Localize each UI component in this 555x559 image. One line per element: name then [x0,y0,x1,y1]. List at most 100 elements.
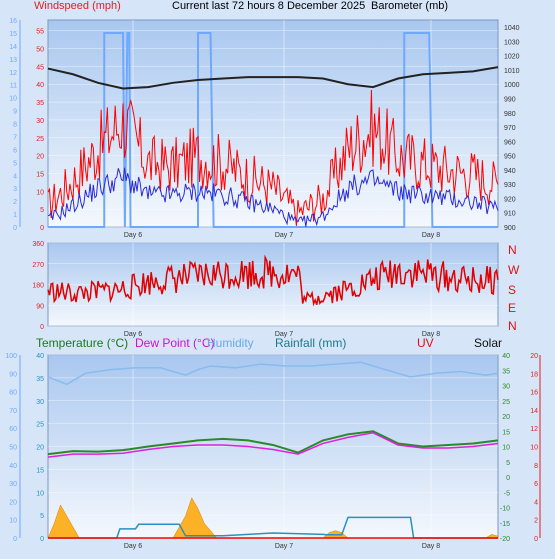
compass-s: S [508,283,517,297]
windspeed-axis-label: Windspeed (mph) [34,0,121,12]
compass-n-bottom: N [508,319,517,333]
uv-legend: UV [417,336,434,350]
compass-n-top: N [508,243,517,257]
barometer-tick-label: 1000 [504,82,520,89]
temperature-tick-label: -10 [500,506,510,513]
hours-tick-label: 6 [13,147,17,154]
solar-legend: Solar [474,336,503,350]
barometer-tick-label: 920 [504,196,516,203]
humidity-tick-label: 90 [9,371,17,378]
humidity-tick-label: 70 [9,408,17,415]
direction-tick-label: 0 [40,324,44,331]
wind-tick-label: 10 [36,189,44,196]
barometer-tick-label: 900 [504,225,516,232]
dew-point-line [47,431,499,458]
barometer-tick-label: 990 [504,97,516,104]
temperature-tick-label: -15 [500,521,510,528]
rainfall-legend: Rainfall (mm) [275,336,347,350]
temperature-tick-label: -5 [504,490,510,497]
humidity-tick-label: 60 [9,426,17,433]
hours-tick-label: 12 [9,70,17,77]
barometer-axis-label: Barometer (mb) [371,0,449,12]
wind-tick-label: 20 [36,154,44,161]
temperature-tick-label: 10 [502,445,510,452]
humidity-tick-label: 0 [13,536,17,543]
uv-tick-label: 10 [530,445,538,452]
temperature-tick-label: 0 [506,475,510,482]
hours-tick-label: 15 [9,31,17,38]
solar-clock-line [48,31,498,228]
rainfall-tick-label: 25 [36,422,44,429]
temperature-tick-label: 20 [502,414,510,421]
hours-tick-label: 10 [9,96,17,103]
uv-tick-label: 14 [530,408,538,415]
direction-tick-label: 180 [32,283,44,290]
rainfall-tick-label: 40 [36,353,44,360]
day-tick-label: Day 6 [124,543,142,550]
wind-tick-label: 40 [36,82,44,89]
rainfall-tick-label: 5 [40,513,44,520]
barometer-tick-label: 910 [504,211,516,218]
rainfall-line [48,516,498,539]
temperature-tick-label: 25 [502,399,510,406]
rainfall-tick-label: 35 [36,376,44,383]
hours-tick-label: 7 [13,134,17,141]
humidity-tick-label: 30 [9,481,17,488]
day-tick-label: Day 8 [422,232,440,239]
temperature-tick-label: -20 [500,536,510,543]
barometer-tick-label: 950 [504,154,516,161]
rainfall-tick-label: 15 [36,467,44,474]
day-tick-label: Day 6 [124,331,142,338]
barometer-tick-label: 1010 [504,68,520,75]
temperature-tick-label: 15 [502,429,510,436]
rainfall-tick-label: 30 [36,399,44,406]
barometer-tick-label: 980 [504,111,516,118]
barometer-tick-label: 930 [504,182,516,189]
hours-tick-label: 8 [13,122,17,129]
wind-tick-label: 45 [36,64,44,71]
chart-title: Current last 72 hours 8 December 2025 [172,0,366,12]
barometer-tick-label: 960 [504,139,516,146]
barometer-tick-label: 970 [504,125,516,132]
humidity-legend: Humidity [207,336,254,350]
uv-tick-label: 4 [534,499,538,506]
humidity-line [47,361,499,386]
uv-tick-label: 20 [530,353,538,360]
dew-point-legend: Dew Point (°C) [135,336,215,350]
day-tick-label: Day 7 [275,543,293,550]
rainfall-tick-label: 10 [36,490,44,497]
day-tick-label: Day 7 [275,232,293,239]
day-tick-label: Day 6 [124,232,142,239]
wind-tick-label: 35 [36,100,44,107]
temperature-tick-label: 30 [502,384,510,391]
uv-tick-label: 0 [534,536,538,543]
uv-tick-label: 12 [530,426,538,433]
temperature-tick-label: 40 [502,353,510,360]
barometer-tick-label: 1030 [504,39,520,46]
wind-tick-label: 50 [36,47,44,54]
hours-tick-label: 13 [9,57,17,64]
hours-tick-label: 11 [10,83,17,90]
hours-tick-label: 0 [13,225,17,232]
uv-tick-label: 6 [534,481,538,488]
wind-tick-label: 25 [36,136,44,143]
humidity-tick-label: 40 [9,463,17,470]
day-tick-label: Day 7 [275,331,293,338]
wind-average-line [47,167,499,227]
humidity-tick-label: 20 [9,499,17,506]
compass-e: E [508,301,517,315]
barometer-tick-label: 1040 [504,25,520,32]
day-tick-label: Day 8 [422,331,440,338]
wind-tick-label: 30 [36,118,44,125]
wind-tick-label: 15 [36,171,44,178]
wind-gust-line [47,89,499,226]
hours-tick-label: 2 [13,199,17,206]
barometer-tick-label: 1020 [504,54,520,61]
day-tick-label: Day 8 [422,543,440,550]
temperature-tick-label: 35 [502,368,510,375]
uv-tick-label: 18 [530,371,538,378]
temperature-legend: Temperature (°C) [36,336,129,350]
wind-direction-line [47,254,499,307]
